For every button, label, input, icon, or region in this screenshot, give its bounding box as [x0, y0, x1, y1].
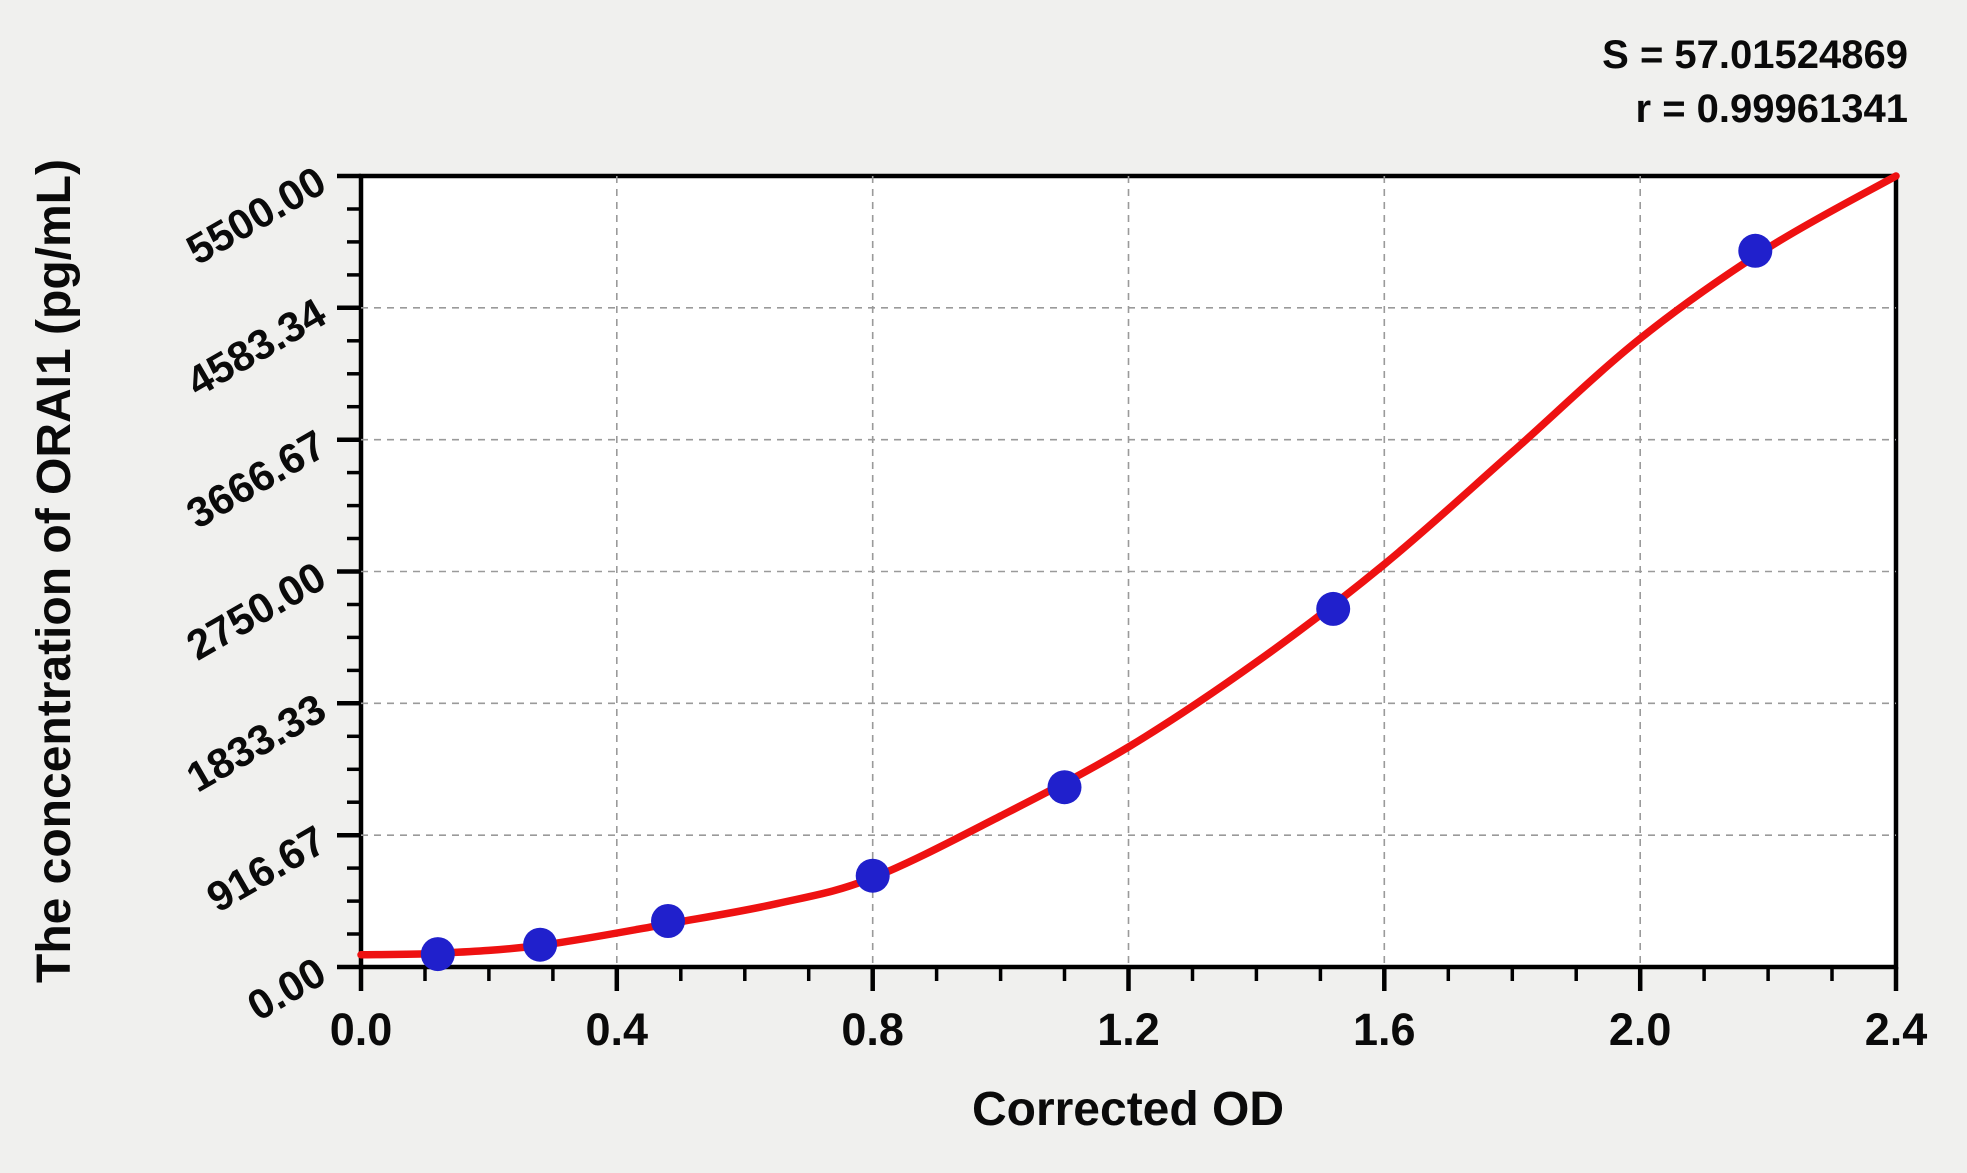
y-tick-label: 5500.00 — [179, 157, 334, 274]
axis-ticks — [337, 173, 1899, 991]
y-axis-title: The concentration of ORAI1 (pg/mL) — [28, 159, 81, 983]
x-tick-label: 2.0 — [1609, 1004, 1672, 1055]
x-tick-label: 0.8 — [841, 1004, 904, 1055]
x-tick-label: 1.6 — [1353, 1004, 1416, 1055]
data-point-layer — [420, 233, 1773, 972]
standard-data-point — [1738, 233, 1773, 268]
fitted-curve — [357, 172, 1900, 959]
x-tick-label: 2.4 — [1865, 1004, 1928, 1055]
y-tick-label: 0.00 — [239, 948, 333, 1030]
y-tick-label: 916.67 — [199, 816, 334, 921]
y-tick-label: 1833.33 — [179, 684, 334, 801]
stat-r-value: r = 0.99961341 — [1636, 87, 1908, 131]
standard-data-point — [1047, 770, 1082, 805]
y-tick-labels: 0.00 916.67 1833.33 2750.00 3666.67 4583.34 55… — [179, 157, 335, 1030]
y-tick-label: 3666.67 — [179, 421, 334, 538]
standard-data-point — [855, 858, 890, 893]
x-axis-title: Corrected OD — [972, 1083, 1284, 1136]
x-tick-label: 0.0 — [330, 1004, 393, 1055]
standard-data-point — [523, 927, 558, 962]
x-tick-labels: 0.0 0.4 0.8 1.2 1.6 2.0 2.4 — [330, 1004, 1928, 1055]
stat-s-value: S = 57.01524869 — [1602, 33, 1908, 77]
standard-data-point — [651, 904, 685, 938]
x-tick-label: 0.4 — [586, 1004, 649, 1055]
standard-data-point — [1316, 591, 1351, 626]
y-tick-label: 2750.00 — [179, 553, 334, 670]
fitted-curve-layer — [357, 172, 1900, 959]
gridlines — [361, 176, 1896, 967]
y-tick-label: 4583.34 — [179, 289, 335, 406]
standard-data-point — [420, 937, 455, 972]
x-tick-label: 1.2 — [1097, 1004, 1160, 1055]
